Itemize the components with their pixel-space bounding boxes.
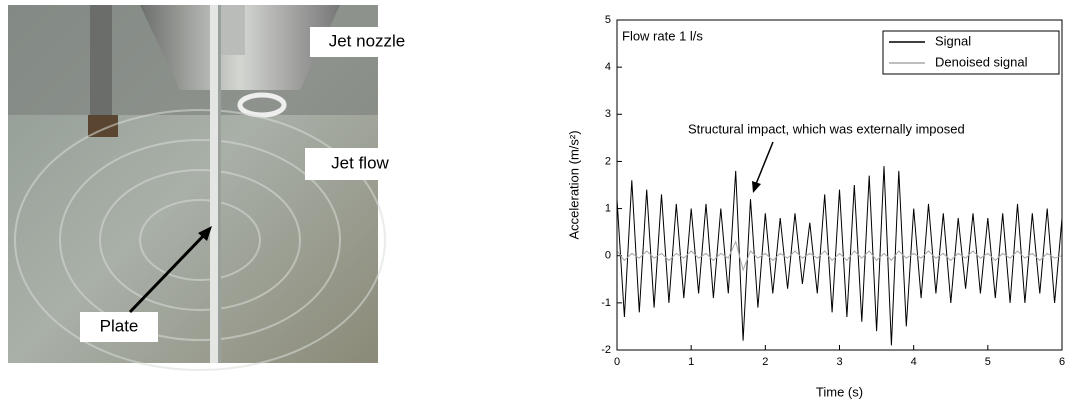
legend-box [882, 30, 1060, 75]
photo-label: Plate [100, 316, 139, 335]
chart: -2 -1 0 1 2 3 4 5 0 1 2 3 4 5 6 Time (s) Acceleration (m… [566, 14, 1065, 400]
x-tick-label: 0 [614, 356, 620, 368]
annotation-arrow [755, 141, 774, 185]
annotation: Structural impact, which was externally … [688, 121, 965, 136]
y-tick-label: 0 [605, 250, 611, 262]
photo-label: Jet nozzle [329, 31, 406, 50]
annotation: Flow rate 1 l/s [622, 28, 703, 43]
x-tick-label: 4 [911, 356, 917, 368]
legend-label: Signal [935, 33, 971, 48]
y-tick-label: 5 [605, 14, 611, 26]
y-tick-label: 4 [605, 61, 611, 73]
x-tick-label: 1 [688, 356, 694, 368]
y-tick-label: 2 [605, 155, 611, 167]
photo-label: Jet flow [331, 153, 389, 172]
x-tick-label: 3 [836, 356, 842, 368]
x-tick-label: 5 [985, 356, 991, 368]
y-tick-label: -2 [601, 344, 611, 356]
photo: Jet nozzle Jet flow Plate [8, 5, 425, 371]
x-tick-label: 6 [1059, 356, 1065, 368]
series-line [616, 240, 1063, 272]
x-axis-label: Time (s) [816, 384, 863, 399]
series-line [616, 166, 1063, 346]
x-tick-label: 2 [762, 356, 768, 368]
y-tick-label: 1 [605, 202, 611, 214]
y-axis-label: Acceleration (m/s²) [566, 130, 581, 239]
annotation-arrowhead [752, 181, 761, 193]
legend-label: Denoised signal [935, 54, 1028, 69]
y-tick-label: -1 [601, 297, 611, 309]
plot-frame [616, 19, 1063, 351]
y-tick-label: 3 [605, 108, 611, 120]
